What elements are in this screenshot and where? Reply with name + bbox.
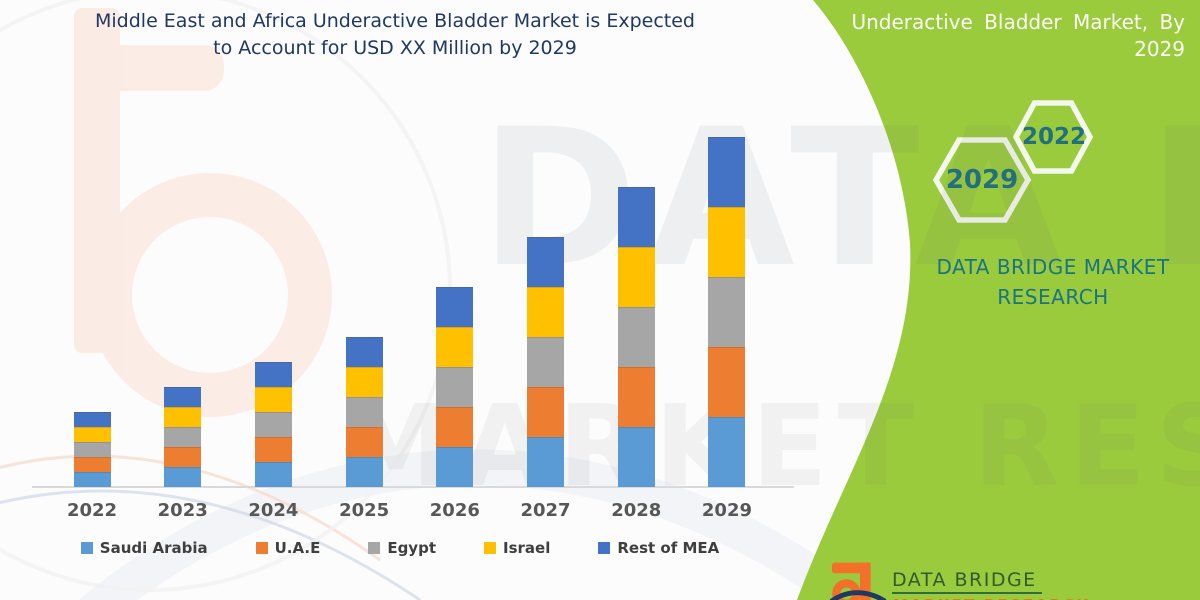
bar-segment-rest-of-mea-2025 bbox=[345, 337, 383, 367]
bar-segment-saudi-arabia-2026 bbox=[436, 447, 474, 487]
chart-title: Middle East and Africa Underactive Bladd… bbox=[10, 8, 780, 62]
x-axis-label-2022: 2022 bbox=[66, 500, 118, 521]
chart-title-line1: Middle East and Africa Underactive Bladd… bbox=[95, 10, 695, 32]
legend-label: Saudi Arabia bbox=[99, 539, 208, 557]
hexagon-2022 bbox=[1012, 100, 1094, 174]
bar-segment-saudi-arabia-2022 bbox=[73, 472, 111, 487]
bar-segment-rest-of-mea-2029 bbox=[708, 137, 746, 207]
footer-logo-underline bbox=[892, 592, 1042, 594]
side-panel-heading-line2: 2029 bbox=[1134, 37, 1185, 61]
bar-segment-israel-2023 bbox=[164, 407, 202, 427]
stacked-bar-2022 bbox=[73, 412, 111, 487]
bar-segment-egypt-2025 bbox=[345, 397, 383, 427]
bar-segment-u-a-e-2026 bbox=[436, 407, 474, 447]
bar-segment-rest-of-mea-2023 bbox=[164, 387, 202, 407]
bar-segment-saudi-arabia-2029 bbox=[708, 417, 746, 487]
bar-segment-egypt-2024 bbox=[254, 412, 292, 437]
bar-segment-u-a-e-2027 bbox=[527, 387, 565, 437]
bar-segment-saudi-arabia-2028 bbox=[617, 427, 655, 487]
bar-segment-saudi-arabia-2025 bbox=[345, 457, 383, 487]
bar-segment-egypt-2026 bbox=[436, 367, 474, 407]
x-axis-label-2026: 2026 bbox=[429, 500, 480, 521]
bar-segment-israel-2025 bbox=[345, 367, 383, 397]
legend-swatch-icon bbox=[598, 542, 611, 554]
legend-item-saudi-arabia: Saudi Arabia bbox=[80, 539, 208, 557]
x-axis-label-2025: 2025 bbox=[339, 500, 390, 521]
footer-logo-subbrand: MARKET RESEARCH bbox=[893, 596, 1090, 600]
side-panel-brand-line2: RESEARCH bbox=[997, 285, 1109, 309]
side-panel-brand: DATA BRIDGE MARKET RESEARCH bbox=[898, 252, 1200, 312]
bar-segment-saudi-arabia-2024 bbox=[254, 462, 292, 487]
legend-swatch-icon bbox=[80, 542, 93, 554]
side-panel-heading: Underactive Bladder Market, By 2029 bbox=[765, 9, 1185, 63]
green-panel-shape bbox=[797, 0, 1200, 600]
bar-segment-u-a-e-2024 bbox=[254, 437, 292, 462]
bar-segment-egypt-2029 bbox=[708, 277, 746, 347]
legend-item-u-a-e: U.A.E bbox=[255, 539, 321, 557]
bar-segment-israel-2029 bbox=[708, 207, 746, 277]
legend-label: Egypt bbox=[387, 539, 436, 557]
bar-segment-israel-2022 bbox=[73, 427, 111, 442]
x-axis-line bbox=[32, 486, 794, 488]
side-panel-brand-line1: DATA BRIDGE MARKET bbox=[936, 255, 1170, 279]
legend-label: Israel bbox=[503, 539, 551, 557]
legend-swatch-icon bbox=[255, 542, 268, 554]
x-axis-label-2023: 2023 bbox=[157, 500, 208, 521]
legend-label: Rest of MEA bbox=[617, 539, 720, 557]
bar-segment-israel-2028 bbox=[617, 247, 655, 307]
bar-segment-saudi-arabia-2027 bbox=[527, 437, 565, 487]
stacked-bar-2029 bbox=[708, 137, 746, 487]
stacked-bar-2028 bbox=[617, 187, 655, 487]
x-axis-label-2029: 2029 bbox=[701, 500, 753, 521]
stacked-bar-2025 bbox=[345, 337, 383, 487]
bar-segment-egypt-2022 bbox=[73, 442, 111, 457]
side-panel-heading-line1: Underactive Bladder Market, By bbox=[851, 10, 1185, 34]
legend-label: U.A.E bbox=[274, 539, 321, 557]
bar-segment-israel-2024 bbox=[254, 387, 292, 412]
bar-segment-saudi-arabia-2023 bbox=[164, 467, 202, 487]
legend-item-rest-of-mea: Rest of MEA bbox=[598, 539, 719, 557]
data-bridge-b-icon bbox=[830, 562, 887, 600]
x-axis-label-2024: 2024 bbox=[248, 500, 299, 521]
footer-logo-brand: DATA BRIDGE bbox=[892, 569, 1037, 591]
bar-segment-egypt-2023 bbox=[164, 427, 202, 447]
stacked-bar-2023 bbox=[164, 387, 202, 487]
bar-segment-rest-of-mea-2024 bbox=[254, 362, 292, 387]
bar-segment-egypt-2028 bbox=[617, 307, 655, 367]
bar-segment-rest-of-mea-2027 bbox=[527, 237, 565, 287]
bar-segment-rest-of-mea-2022 bbox=[73, 412, 111, 427]
stacked-bar-2026 bbox=[436, 287, 474, 487]
hexagon-2022-label: 2022 bbox=[1021, 124, 1087, 150]
bar-segment-u-a-e-2029 bbox=[708, 347, 746, 417]
hexagon-2029 bbox=[932, 137, 1032, 223]
bar-segment-u-a-e-2022 bbox=[73, 457, 111, 472]
stacked-bar-2024 bbox=[254, 362, 292, 487]
bar-segment-rest-of-mea-2026 bbox=[436, 287, 474, 327]
bar-segment-u-a-e-2028 bbox=[617, 367, 655, 427]
chart-title-line2: to Account for USD XX Million by 2029 bbox=[213, 37, 577, 59]
bar-segment-u-a-e-2023 bbox=[164, 447, 202, 467]
x-axis-label-2028: 2028 bbox=[611, 500, 662, 521]
bar-segment-israel-2026 bbox=[436, 327, 474, 367]
chart-legend: Saudi Arabia U.A.E Egypt Israel Rest of MEA bbox=[20, 539, 780, 557]
legend-item-egypt: Egypt bbox=[368, 539, 436, 557]
bar-segment-u-a-e-2025 bbox=[345, 427, 383, 457]
legend-swatch-icon bbox=[484, 542, 496, 554]
bar-segment-egypt-2027 bbox=[527, 337, 565, 387]
bar-segment-rest-of-mea-2028 bbox=[617, 187, 655, 247]
x-axis-label-2027: 2027 bbox=[520, 500, 571, 521]
footer-logo: DATA BRIDGE MARKET RESEARCH bbox=[830, 554, 1090, 600]
legend-swatch-icon bbox=[368, 542, 381, 554]
hexagon-2029-label: 2029 bbox=[945, 165, 1019, 195]
legend-item-israel: Israel bbox=[484, 539, 550, 557]
bar-segment-israel-2027 bbox=[527, 287, 565, 337]
stacked-bar-2027 bbox=[527, 237, 565, 487]
